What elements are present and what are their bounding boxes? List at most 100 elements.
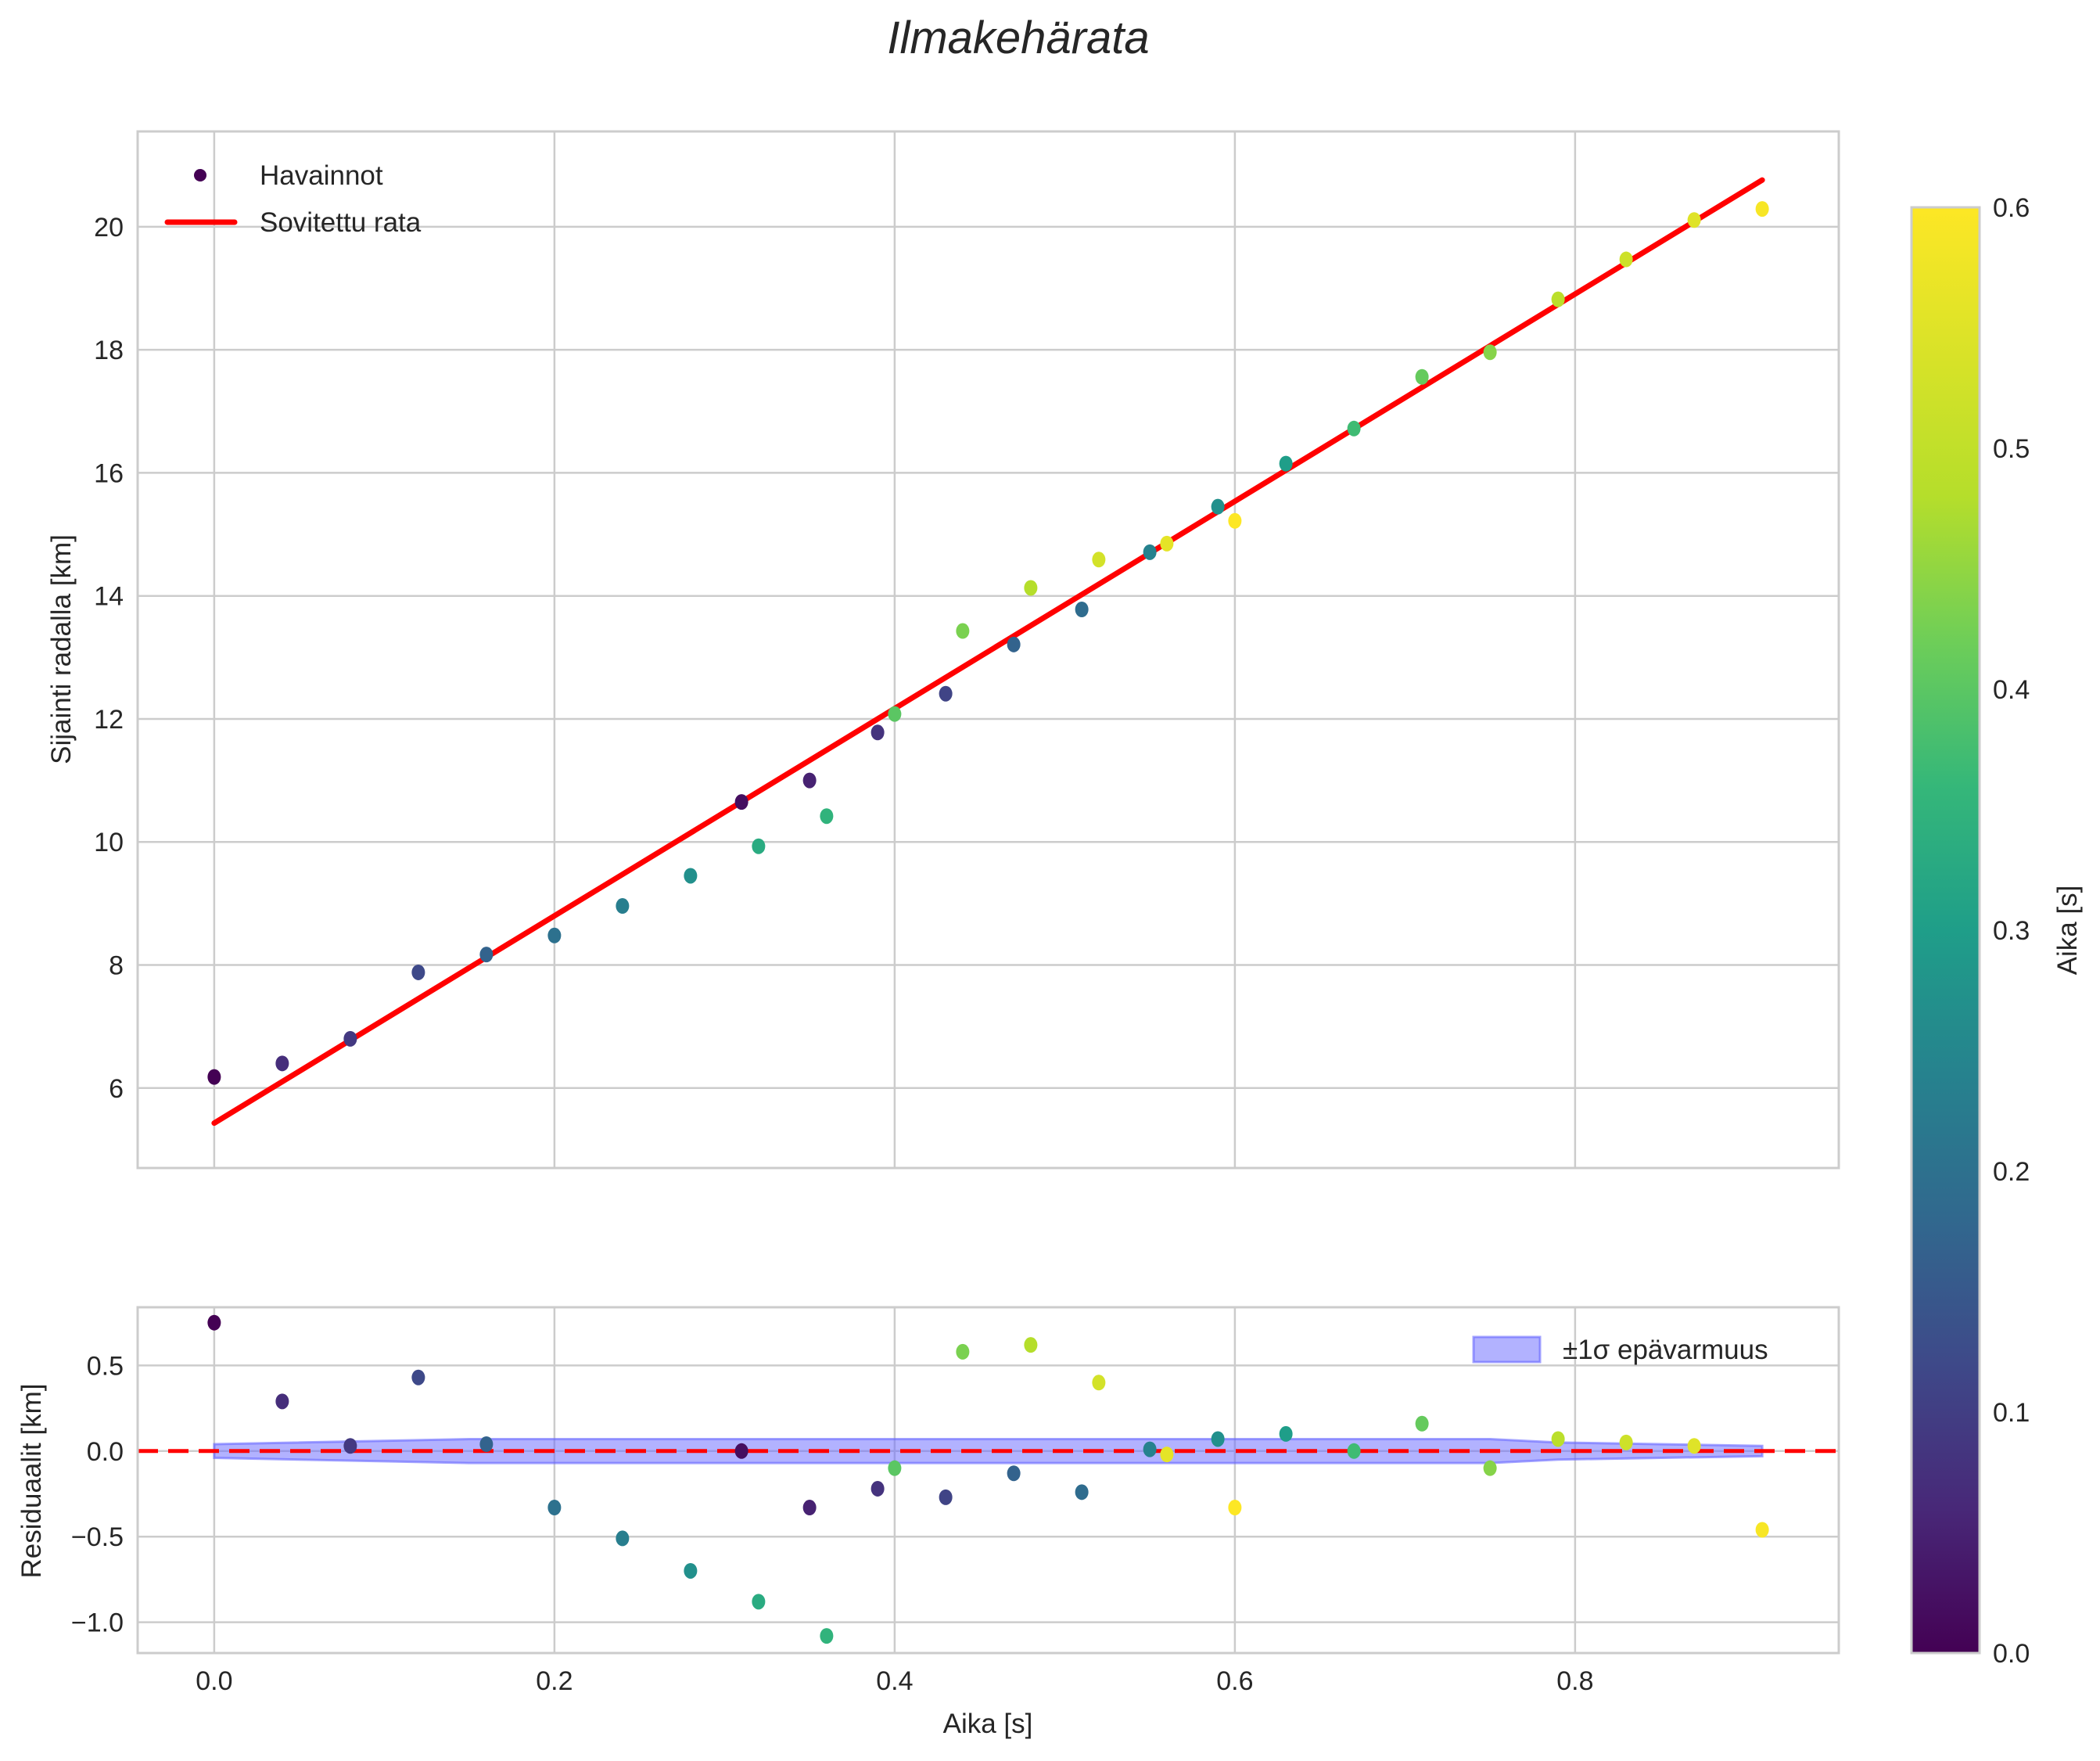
observation-point — [1687, 212, 1701, 228]
observation-point — [479, 947, 494, 963]
colorbar-tick-label: 0.6 — [1993, 193, 2030, 223]
residual-plot-frame — [136, 1306, 1840, 1655]
observation-point — [939, 685, 953, 702]
residual-point — [1687, 1438, 1701, 1454]
colorbar-tick-label: 0.3 — [1993, 916, 2030, 946]
main-plot: 6 8 10 12 14 16 18 20 Sijainti radalla [km] Hav… — [46, 130, 1840, 1170]
observation-point — [1279, 455, 1293, 472]
colorbar-tick-label: 0.2 — [1993, 1157, 2030, 1187]
observation-point — [1160, 535, 1174, 552]
colorbar-tick-label: 0.4 — [1993, 675, 2030, 705]
residual-point — [207, 1314, 221, 1331]
main-gridlines — [138, 131, 1839, 1168]
observation-point — [802, 772, 817, 789]
colorbar-tick-labels: 0.0 0.1 0.2 0.3 0.4 0.5 0.6 — [1993, 193, 2030, 1669]
observation-point — [1228, 512, 1242, 529]
observation-point — [820, 808, 834, 825]
residual-point — [1075, 1484, 1089, 1500]
legend-scatter-label: Havainnot — [260, 160, 383, 191]
uncertainty-band — [213, 1437, 1764, 1465]
y-tick-label: 8 — [109, 951, 124, 981]
y-tick-label: −0.5 — [71, 1522, 124, 1552]
observation-point — [343, 1030, 357, 1047]
y-tick-label: 10 — [94, 828, 124, 857]
residual-point — [1211, 1431, 1225, 1447]
observation-points — [207, 201, 1769, 1085]
residual-point — [939, 1489, 953, 1505]
colorbar-gradient — [1910, 206, 1981, 1655]
y-tick-label: 12 — [94, 705, 124, 735]
x-tick-label: 0.8 — [1556, 1666, 1593, 1696]
y-tick-label: 16 — [94, 458, 124, 488]
observation-point — [956, 623, 970, 639]
residual-point — [1160, 1447, 1174, 1463]
residual-point — [1347, 1443, 1361, 1459]
main-plot-frame — [136, 130, 1840, 1170]
observation-point — [1755, 201, 1769, 217]
residual-legend: ±1σ epävarmuus — [1472, 1335, 1768, 1365]
residual-point — [616, 1530, 630, 1547]
residual-point — [343, 1438, 357, 1454]
observation-point — [752, 838, 766, 854]
residual-point — [479, 1436, 494, 1453]
y-tick-label: 14 — [94, 582, 124, 612]
colorbar-tick-label: 0.1 — [1993, 1398, 2030, 1428]
residual-y-axis-label: Residuaalit [km] — [16, 1384, 47, 1579]
residual-point — [752, 1594, 766, 1610]
residual-point — [1415, 1415, 1429, 1432]
observation-point — [684, 868, 698, 884]
observation-point — [207, 1069, 221, 1085]
observation-point — [1143, 544, 1157, 560]
residual-y-tick-labels: −1.0 −0.5 0.0 0.5 — [71, 1351, 124, 1637]
observation-point — [1415, 368, 1429, 385]
main-y-axis-label: Sijainti radalla [km] — [46, 534, 77, 764]
observation-point — [1007, 636, 1021, 652]
observation-point — [411, 964, 425, 980]
y-tick-label: −1.0 — [71, 1608, 124, 1638]
y-tick-label: 0.5 — [87, 1351, 124, 1381]
residual-point — [956, 1343, 970, 1360]
residual-plot: −1.0 −0.5 0.0 0.5 0.0 0.2 0.4 0.6 0.8 Residuaal… — [16, 1306, 1840, 1739]
residual-point — [411, 1369, 425, 1385]
observation-point — [871, 724, 885, 741]
x-axis-label: Aika [s] — [943, 1709, 1033, 1739]
main-y-tick-labels: 6 8 10 12 14 16 18 20 — [94, 213, 124, 1104]
residual-point — [734, 1443, 748, 1459]
x-tick-labels: 0.0 0.2 0.4 0.6 0.8 — [196, 1666, 1593, 1696]
observation-point — [616, 898, 630, 915]
residual-point — [1551, 1431, 1565, 1447]
y-tick-label: 18 — [94, 336, 124, 365]
residual-point — [871, 1480, 885, 1497]
observation-point — [1211, 498, 1225, 515]
residual-point — [1755, 1522, 1769, 1538]
residual-point — [1007, 1465, 1021, 1482]
x-tick-label: 0.2 — [536, 1666, 573, 1696]
observation-point — [1619, 251, 1633, 268]
y-tick-label: 0.0 — [87, 1437, 124, 1467]
x-tick-label: 0.4 — [876, 1666, 913, 1696]
residual-point — [1024, 1337, 1038, 1353]
observation-point — [734, 794, 748, 810]
residual-point — [547, 1500, 562, 1516]
observation-point — [1092, 552, 1106, 568]
residual-point — [1279, 1425, 1293, 1442]
residual-point — [1228, 1500, 1242, 1516]
fitted-trajectory-line — [211, 177, 1765, 1127]
colorbar: 0.0 0.1 0.2 0.3 0.4 0.5 0.6 Aika [s] — [1910, 193, 2083, 1669]
residual-point — [1483, 1460, 1497, 1476]
legend-band-swatch-icon — [1472, 1335, 1542, 1364]
legend-scatter-marker-icon — [194, 169, 206, 181]
observation-point — [547, 927, 562, 943]
observation-point — [1483, 344, 1497, 361]
observation-point — [275, 1055, 289, 1072]
residual-point — [820, 1628, 834, 1644]
legend-band-label: ±1σ epävarmuus — [1563, 1335, 1768, 1365]
y-tick-label: 20 — [94, 213, 124, 243]
main-legend: Havainnot Sovitettu rata — [164, 160, 422, 238]
residual-point — [1092, 1375, 1106, 1391]
chart-title: Ilmakehärata — [887, 13, 1149, 63]
observation-point — [888, 706, 902, 722]
residual-point — [1143, 1441, 1157, 1457]
